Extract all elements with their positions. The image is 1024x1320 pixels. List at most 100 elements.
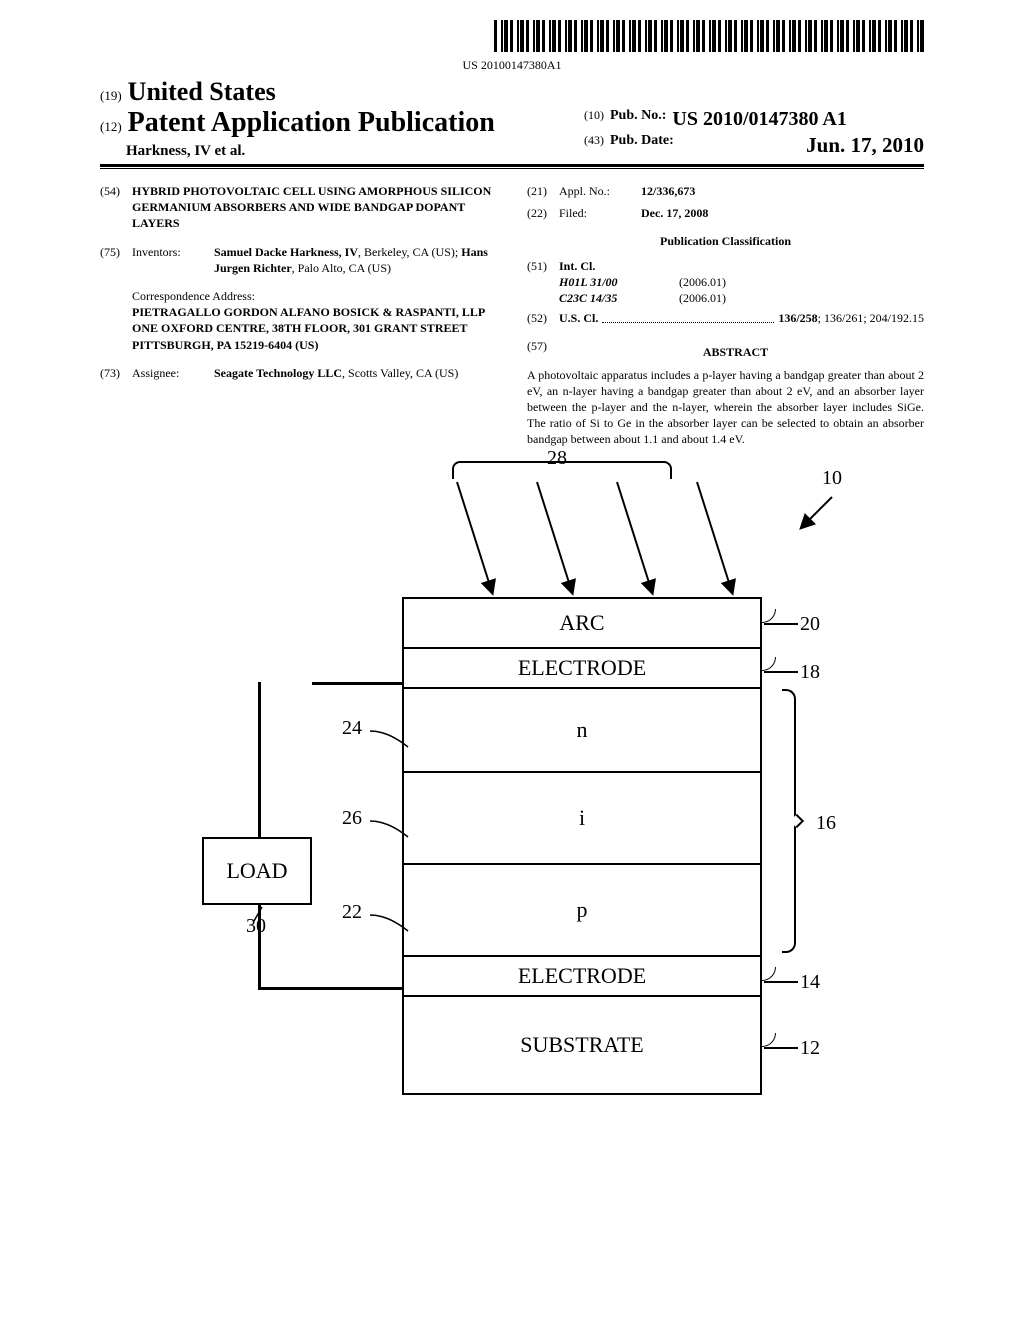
abstract-code: (57) (527, 338, 547, 366)
applno-code: (21) (527, 183, 559, 199)
assignee-block: (73) Assignee: Seagate Technology LLC, S… (100, 365, 497, 381)
leader-18 (764, 671, 798, 673)
intcl-2-class: C23C 14/35 (559, 290, 679, 306)
right-column: (21) Appl. No.: 12/336,673 (22) Filed: D… (527, 183, 924, 447)
leader-12-curve (762, 1033, 776, 1047)
wire-top-vertical (258, 682, 261, 837)
title-block: (54) HYBRID PHOTOVOLTAIC CELL USING AMOR… (100, 183, 497, 232)
inventor-2-loc: , Palo Alto, CA (US) (292, 261, 391, 275)
ref-18: 18 (800, 661, 820, 684)
abstract-heading-row: (57) ABSTRACT (527, 338, 924, 366)
ref-24: 24 (342, 717, 362, 740)
header-right: (10) Pub. No.: US 2010/0147380 A1 (43) P… (584, 108, 924, 160)
uscl-value: 136/258; 136/261; 204/192.15 (778, 310, 924, 326)
leader-22 (370, 909, 414, 935)
uscl-dots (602, 310, 774, 323)
layer-n: n (404, 689, 760, 773)
uscl-rest: ; 136/261; 204/192.15 (818, 311, 924, 325)
correspondence-block: Correspondence Address: PIETRAGALLO GORD… (132, 288, 497, 353)
correspondence-line3: PITTSBURGH, PA 15219-6404 (US) (132, 337, 497, 353)
pubno-prefix: (10) (584, 108, 604, 131)
leader-18-curve (762, 657, 776, 671)
header-row: (19) United States (12) Patent Application… (100, 77, 924, 160)
barcode-area: US 20100147380A1 (100, 20, 924, 73)
leader-14-curve (762, 967, 776, 981)
leader-14 (764, 981, 798, 983)
ref-16: 16 (816, 812, 836, 835)
pubdate-prefix: (43) (584, 133, 604, 158)
layer-substrate: SUBSTRATE (404, 997, 760, 1093)
correspondence-label: Correspondence Address: (132, 288, 497, 304)
applno-block: (21) Appl. No.: 12/336,673 (527, 183, 924, 199)
uscl-content: U.S. Cl. 136/258; 136/261; 204/192.15 (559, 310, 924, 326)
header-rule-thick (100, 164, 924, 167)
pubdate-value: Jun. 17, 2010 (806, 133, 924, 158)
brace-16 (782, 689, 796, 953)
light-arrows (402, 477, 762, 597)
inventors-code: (75) (100, 244, 132, 276)
filed-label: Filed: (559, 205, 641, 221)
country-name: United States (128, 77, 276, 106)
doctype-text: Patent Application Publication (128, 107, 495, 138)
leader-26 (370, 815, 414, 841)
filed-block: (22) Filed: Dec. 17, 2008 (527, 205, 924, 221)
uscl-label: U.S. Cl. (559, 310, 598, 326)
inventors-names: Samuel Dacke Harkness, IV, Berkeley, CA … (214, 244, 497, 276)
title-code: (54) (100, 183, 132, 232)
leader-30 (252, 905, 270, 923)
barcode-graphic (494, 20, 924, 52)
layer-stack: ARC ELECTRODE n i p ELECTRODE SUBSTRATE (402, 597, 762, 1095)
pub-date-line: (43) Pub. Date: Jun. 17, 2010 (584, 133, 924, 158)
assignee-loc: , Scotts Valley, CA (US) (342, 366, 458, 380)
intcl-2-year: (2006.01) (679, 290, 726, 306)
figure-diagram: 28 10 ARC ELECTRODE n i p ELECTRODE SUBS… (172, 477, 852, 1127)
inventors-block: (75) Inventors: Samuel Dacke Harkness, I… (100, 244, 497, 276)
leader-20 (764, 623, 798, 625)
bibliographic-columns: (54) HYBRID PHOTOVOLTAIC CELL USING AMOR… (100, 183, 924, 447)
classification-heading: Publication Classification (527, 233, 924, 249)
abstract-text: A photovoltaic apparatus includes a p-la… (527, 367, 924, 448)
filed-code: (22) (527, 205, 559, 221)
country-prefix: (19) (100, 88, 122, 103)
inventor-1-name: Samuel Dacke Harkness, IV (214, 245, 358, 259)
inventor-1-loc: , Berkeley, CA (US); (358, 245, 461, 259)
intcl-block: (51) Int. Cl. H01L 31/00 (2006.01) C23C … (527, 258, 924, 307)
doc-type-line: (12) Patent Application Publication (100, 107, 495, 139)
ref-12: 12 (800, 1037, 820, 1060)
intcl-code: (51) (527, 258, 559, 307)
assignee-label: Assignee: (132, 365, 214, 381)
wire-top-horizontal (312, 682, 402, 685)
filed-value: Dec. 17, 2008 (641, 205, 924, 221)
uscl-code: (52) (527, 310, 559, 326)
uscl-bold: 136/258 (778, 311, 817, 325)
leader-12 (764, 1047, 798, 1049)
layer-p: p (404, 865, 760, 957)
barcode-text: US 20100147380A1 (100, 58, 924, 73)
author-line: Harkness, IV et al. (126, 143, 495, 160)
wire-bottom-horizontal (258, 987, 402, 990)
layer-arc: ARC (404, 599, 760, 649)
correspondence-line1: PIETRAGALLO GORDON ALFANO BOSICK & RASPA… (132, 304, 497, 320)
intcl-label: Int. Cl. (559, 258, 924, 274)
assignee-code: (73) (100, 365, 132, 381)
leader-24 (370, 725, 414, 751)
load-box: LOAD (202, 837, 312, 905)
header-left: (19) United States (12) Patent Application… (100, 77, 495, 160)
invention-title: HYBRID PHOTOVOLTAIC CELL USING AMORPHOUS… (132, 183, 497, 232)
layer-electrode-top: ELECTRODE (404, 649, 760, 689)
intcl-content: Int. Cl. H01L 31/00 (2006.01) C23C 14/35… (559, 258, 924, 307)
ref-22: 22 (342, 901, 362, 924)
pubdate-label: Pub. Date: (610, 133, 674, 158)
intcl-1-year: (2006.01) (679, 274, 726, 290)
intcl-1-class: H01L 31/00 (559, 274, 679, 290)
assignee-value: Seagate Technology LLC, Scotts Valley, C… (214, 365, 497, 381)
intcl-line-2: C23C 14/35 (2006.01) (559, 290, 924, 306)
layer-i: i (404, 773, 760, 865)
ref-20: 20 (800, 613, 820, 636)
header-rule-thin (100, 168, 924, 169)
applno-value: 12/336,673 (641, 183, 924, 199)
layer-electrode-bottom: ELECTRODE (404, 957, 760, 997)
pubno-label: Pub. No.: (610, 108, 666, 131)
doctype-prefix: (12) (100, 119, 122, 134)
country-line: (19) United States (100, 77, 495, 107)
